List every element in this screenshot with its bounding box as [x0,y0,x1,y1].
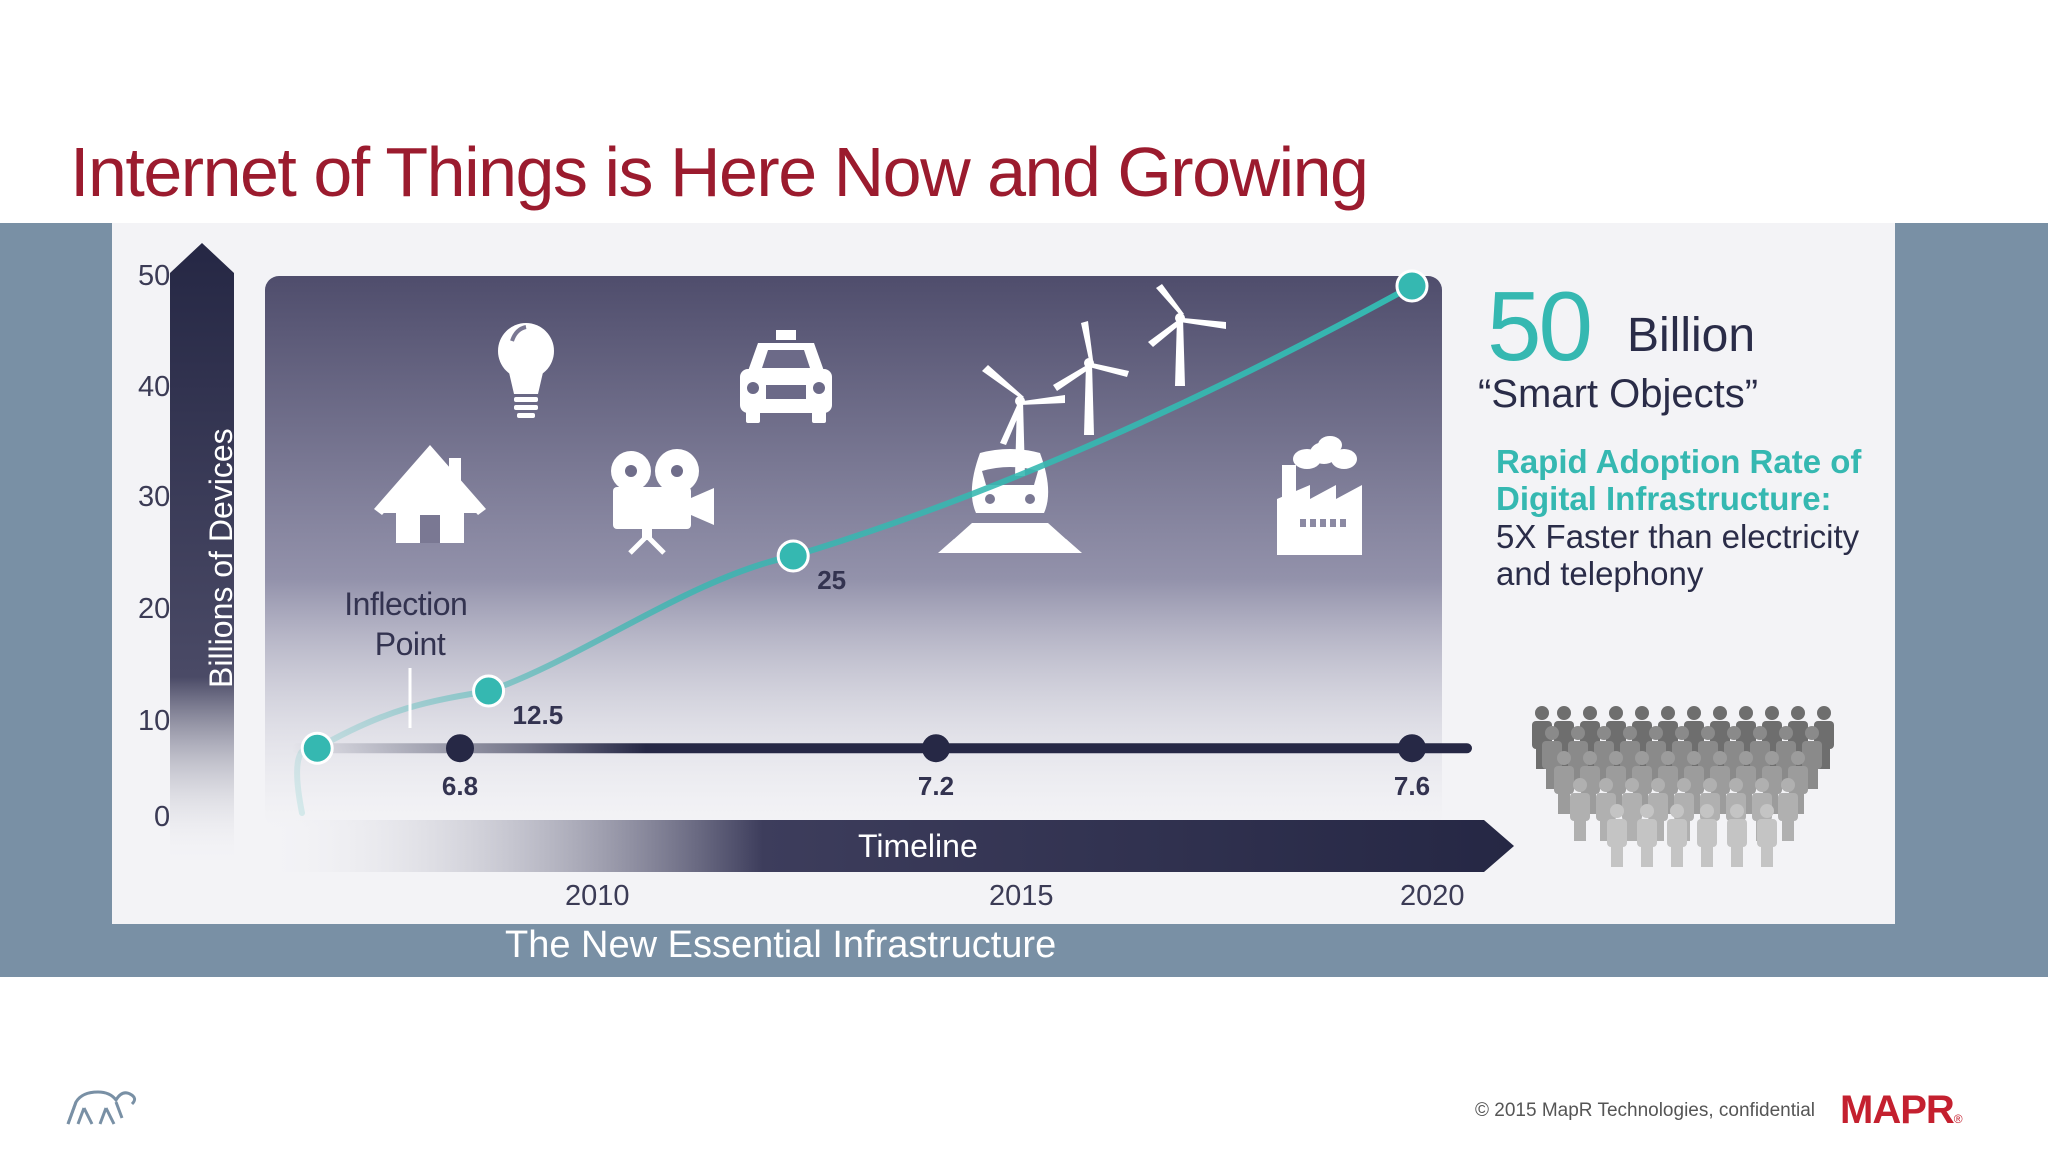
taxi-icon [740,330,832,423]
copyright-text: © 2015 MapR Technologies, confidential [1475,1100,1816,1121]
film-camera-icon [611,449,714,555]
x-tick-label: 2010 [565,880,630,912]
people-point [446,734,474,763]
iot-chart: Billions of Devices 50 40 30 20 10 0 Tim… [138,243,1834,912]
plot-background [265,276,1442,828]
people-series: 6.8 7.2 7.6 [292,734,1472,801]
brand-name: MAPR [1840,1088,1955,1132]
x-tick-label: 2020 [1400,880,1465,912]
lightbulb-icon [498,323,554,418]
devices-value-label: 25 [817,565,846,595]
factory-icon [1277,436,1362,555]
wind-turbine-icon [982,284,1226,476]
y-tick-labels: 50 40 30 20 10 0 [138,260,170,833]
y-tick-label: 50 [138,260,170,292]
people-value-label: 6.8 [442,771,478,801]
y-tick-label: 20 [138,593,170,625]
people-value-label: 7.6 [1394,771,1430,801]
y-tick-label: 30 [138,481,170,513]
infographic-panel: Billions of Devices 50 40 30 20 10 0 Tim… [112,223,1895,924]
y-tick-label: 10 [138,705,170,737]
adoption-body: 5X Faster than electricity and telephony [1496,518,1860,592]
devices-point [1395,269,1429,303]
timeline-label: Timeline [858,828,978,864]
mapr-logo: MAPR® [1840,1088,1963,1133]
elephant-logo-icon [66,1090,137,1125]
y-axis-arrow [170,243,234,863]
brand-mark: ® [1953,1112,1963,1126]
timeline-arrow [262,820,1514,872]
y-axis-label: Billions of Devices [203,428,239,688]
stat-subtitle: “Smart Objects” [1478,372,1759,416]
y-tick-label: 40 [138,371,170,403]
devices-point [776,539,810,573]
y-tick-label: 0 [154,801,170,833]
people-point [1398,734,1426,763]
devices-point [300,731,334,765]
devices-value-label: 12.5 [513,700,564,730]
devices-point [472,674,506,708]
caption: The New Essential Infrastructure [505,924,1057,966]
slide-title: Internet of Things is Here Now and Growi… [70,133,1369,211]
people-line [292,743,1472,754]
people-value-label: 7.2 [918,771,954,801]
inflection-label: Inflection Point [344,586,475,662]
people-point [922,734,950,763]
crowd-icon [1532,706,1834,867]
train-icon [938,449,1082,553]
stat-unit: Billion [1627,309,1756,362]
adoption-title: Rapid Adoption Rate of Digital Infrastru… [1496,443,1862,517]
devices-series: 12.5 25 [294,269,1429,816]
stat-number: 50 [1487,271,1593,381]
house-icon [374,445,486,543]
x-tick-label: 2015 [989,880,1054,912]
